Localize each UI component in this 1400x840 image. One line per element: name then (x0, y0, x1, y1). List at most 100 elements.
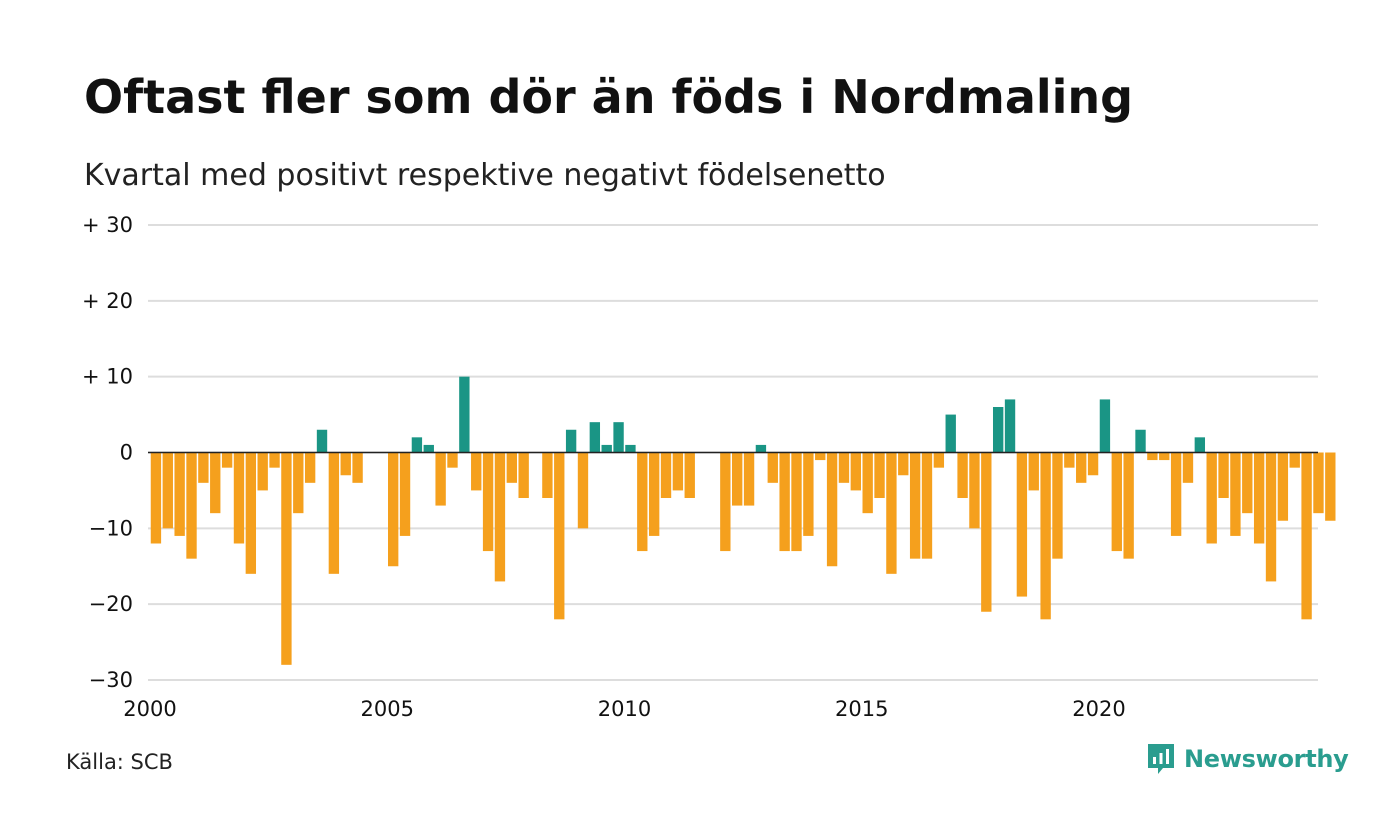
bar (233, 452, 245, 544)
bar (732, 452, 743, 506)
bar (269, 452, 280, 468)
bar (554, 452, 565, 620)
bar (1111, 452, 1122, 552)
bar (1028, 452, 1039, 491)
bar (1147, 452, 1158, 461)
y-tick-label: −10 (89, 516, 133, 540)
bar (316, 429, 328, 453)
bar (328, 452, 340, 574)
bar (992, 407, 1004, 453)
bar (1135, 429, 1146, 453)
bar (969, 452, 980, 529)
bar (577, 452, 589, 529)
bar (1087, 452, 1099, 476)
y-tick-label: + 10 (82, 365, 133, 389)
bar (1230, 452, 1241, 536)
bar (874, 452, 885, 498)
x-tick-label: 2000 (123, 697, 176, 721)
bar (981, 452, 992, 612)
bar (1052, 452, 1063, 559)
bar (957, 452, 968, 498)
bar (589, 422, 601, 453)
bar (613, 422, 624, 453)
bar (945, 414, 956, 453)
bar (1253, 452, 1265, 544)
bar (755, 444, 767, 453)
bar (399, 452, 411, 536)
bar (779, 452, 790, 552)
bars (150, 376, 1336, 665)
bar (743, 452, 755, 506)
bar (494, 452, 506, 582)
bar (1064, 452, 1075, 468)
bar (221, 452, 233, 468)
bar (340, 452, 351, 476)
bar (1313, 452, 1324, 514)
bar (411, 437, 423, 453)
y-tick-label: −20 (89, 592, 133, 616)
bar (174, 452, 185, 536)
bar (257, 452, 268, 491)
bar (1182, 452, 1194, 483)
bar (186, 452, 197, 559)
chart-subtitle: Kvartal med positivt respektive negativt… (84, 158, 886, 193)
bar (898, 452, 909, 476)
bar-chart-speech-bubble-icon (1148, 744, 1174, 774)
bar (601, 444, 612, 453)
bar (1289, 452, 1300, 468)
bar (293, 452, 304, 514)
bar (648, 452, 660, 536)
y-tick-label: −30 (89, 668, 133, 692)
bar (1016, 452, 1028, 597)
x-tick-label: 2020 (1072, 697, 1125, 721)
bar (1325, 452, 1336, 521)
bar (933, 452, 945, 468)
bar (1206, 452, 1217, 544)
bar (1218, 452, 1229, 498)
x-tick-label: 2015 (835, 697, 888, 721)
axes: + 30 + 20 + 10 0 −10 −20 −30 2000 2005 2010 2015 20… (82, 213, 1318, 721)
bar (826, 452, 838, 567)
bar (684, 452, 695, 498)
bar (1076, 452, 1087, 483)
bar (542, 452, 553, 498)
bar (210, 452, 221, 514)
bar (921, 452, 933, 559)
bar (1099, 399, 1111, 453)
bar (803, 452, 814, 536)
bar (423, 444, 434, 453)
bar (838, 452, 850, 483)
bar (506, 452, 517, 483)
bar (482, 452, 494, 552)
x-tick-label: 2005 (361, 697, 414, 721)
source-note: Källa: SCB (66, 750, 173, 774)
bar (435, 452, 446, 506)
bar (150, 452, 162, 544)
bar (1301, 452, 1312, 620)
bar (850, 452, 861, 491)
bar (304, 452, 316, 483)
bar (459, 376, 470, 453)
bar (1265, 452, 1277, 582)
y-tick-label: 0 (120, 441, 133, 465)
bar (281, 452, 292, 665)
bar (471, 452, 482, 491)
bar (1040, 452, 1051, 620)
x-tick-label: 2010 (598, 697, 651, 721)
bar (1123, 452, 1134, 559)
bar (1242, 452, 1253, 514)
bar (660, 452, 672, 498)
bar (198, 452, 209, 483)
y-tick-label: + 20 (82, 289, 133, 313)
bar (909, 452, 921, 559)
y-tick-label: + 30 (82, 213, 133, 237)
bar (815, 452, 826, 461)
chart-title: Oftast fler som dör än föds i Nordmaling (84, 70, 1134, 124)
bar (720, 452, 731, 552)
bar (672, 452, 684, 491)
bar (1170, 452, 1182, 536)
bar (862, 452, 873, 514)
bar (637, 452, 648, 552)
brand-name: Newsworthy (1184, 745, 1349, 773)
bar (447, 452, 458, 468)
